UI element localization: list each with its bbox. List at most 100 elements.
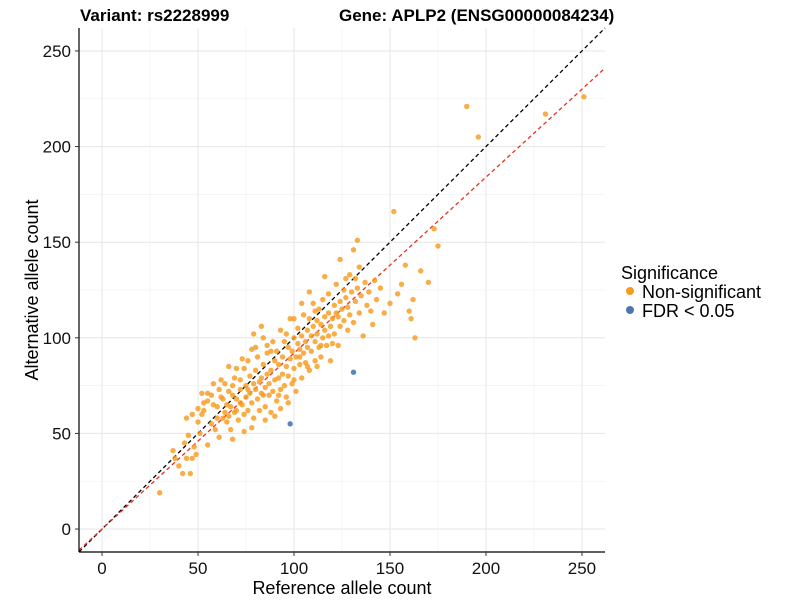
point-non-significant <box>226 388 232 395</box>
point-non-significant <box>181 440 188 446</box>
point-fdr-significant <box>350 369 357 375</box>
point-non-significant <box>333 281 339 287</box>
point-non-significant <box>193 451 199 458</box>
point-non-significant <box>268 367 274 374</box>
point-non-significant <box>287 356 293 362</box>
point-non-significant <box>306 315 313 322</box>
point-non-significant <box>368 308 374 314</box>
point-non-significant <box>287 315 293 322</box>
point-non-significant <box>345 304 351 310</box>
x-tick-label: 150 <box>376 559 404 578</box>
point-non-significant <box>249 400 255 406</box>
x-axis-title: Reference allele count <box>252 578 431 598</box>
point-non-significant <box>241 428 247 435</box>
point-non-significant <box>283 363 290 370</box>
point-non-significant <box>346 312 353 318</box>
point-non-significant <box>300 350 307 356</box>
point-non-significant <box>425 279 432 286</box>
point-non-significant <box>333 310 339 316</box>
point-non-significant <box>356 310 362 316</box>
point-non-significant <box>264 342 270 349</box>
y-tick-label: 50 <box>52 424 71 443</box>
point-non-significant <box>250 381 257 387</box>
point-non-significant <box>249 424 255 431</box>
point-non-significant <box>418 268 424 274</box>
point-non-significant <box>293 354 299 360</box>
point-non-significant <box>350 319 357 326</box>
point-non-significant <box>185 432 192 439</box>
legend-title: Significance <box>621 263 718 283</box>
point-non-significant <box>268 409 274 416</box>
point-non-significant <box>226 413 232 419</box>
point-non-significant <box>222 381 228 387</box>
point-non-significant <box>298 300 305 307</box>
point-non-significant <box>343 275 349 282</box>
point-non-significant <box>183 415 190 421</box>
point-non-significant <box>241 411 247 418</box>
point-non-significant <box>362 279 368 286</box>
point-non-significant <box>220 415 226 421</box>
point-non-significant <box>245 407 251 414</box>
point-non-significant <box>325 333 332 339</box>
point-non-significant <box>227 426 234 433</box>
point-non-significant <box>310 300 316 307</box>
point-non-significant <box>252 344 259 351</box>
point-non-significant <box>222 409 228 416</box>
point-non-significant <box>212 426 218 433</box>
point-non-significant <box>475 134 481 140</box>
point-non-significant <box>312 358 318 364</box>
point-non-significant <box>245 358 251 364</box>
point-non-significant <box>208 392 215 398</box>
point-non-significant <box>320 335 326 341</box>
point-non-significant <box>285 400 291 406</box>
point-non-significant <box>370 321 376 328</box>
point-non-significant <box>329 315 336 322</box>
point-non-significant <box>298 333 305 339</box>
point-non-significant <box>298 375 305 381</box>
point-non-significant <box>339 306 345 312</box>
point-non-significant <box>262 403 268 410</box>
point-non-significant <box>254 354 261 360</box>
point-non-significant <box>229 392 236 398</box>
point-non-significant <box>239 356 245 362</box>
point-non-significant <box>268 348 274 354</box>
point-non-significant <box>331 331 338 337</box>
point-non-significant <box>214 415 220 421</box>
x-tick-label: 200 <box>472 559 500 578</box>
point-non-significant <box>341 317 347 324</box>
point-non-significant <box>279 371 286 377</box>
point-non-significant <box>356 264 362 270</box>
point-non-significant <box>256 407 263 414</box>
point-non-significant <box>314 363 320 370</box>
point-non-significant <box>581 94 587 100</box>
point-non-significant <box>323 342 330 349</box>
x-tick-label: 250 <box>568 559 596 578</box>
point-non-significant <box>214 403 220 410</box>
y-tick-label: 150 <box>43 233 71 252</box>
legend-label-non-significant: Non-significant <box>642 282 761 302</box>
point-non-significant <box>435 243 441 249</box>
point-non-significant <box>260 392 266 398</box>
point-non-significant <box>295 340 301 347</box>
point-non-significant <box>170 447 176 454</box>
point-non-significant <box>300 312 307 318</box>
point-non-significant <box>179 470 186 477</box>
point-non-significant <box>318 321 324 328</box>
point-non-significant <box>210 381 217 387</box>
point-non-significant <box>250 415 257 421</box>
point-non-significant <box>308 348 314 354</box>
point-non-significant <box>227 403 234 410</box>
point-non-significant <box>358 293 364 299</box>
point-non-significant <box>331 302 338 308</box>
point-non-significant <box>229 436 236 442</box>
point-non-significant <box>291 335 297 341</box>
point-non-significant <box>237 377 243 383</box>
point-non-significant <box>431 226 437 232</box>
point-non-significant <box>325 291 332 297</box>
point-non-significant <box>216 386 222 393</box>
point-non-significant <box>254 396 261 402</box>
point-non-significant <box>218 394 224 400</box>
point-non-significant <box>216 434 222 440</box>
point-non-significant <box>252 386 259 393</box>
